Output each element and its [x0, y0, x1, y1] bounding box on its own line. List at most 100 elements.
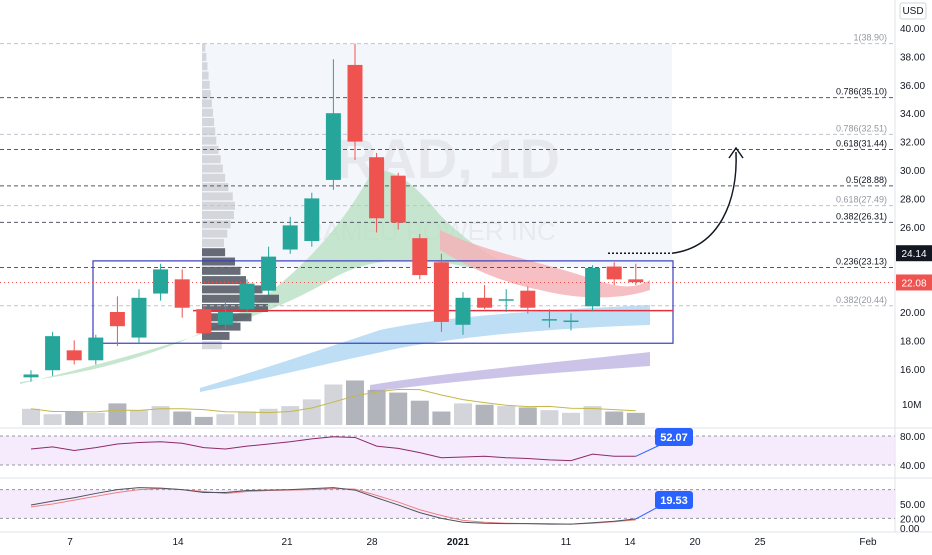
- candle-body[interactable]: [325, 113, 341, 180]
- volume-bar: [497, 406, 516, 425]
- fib-level-label: 0.382(20.44): [836, 295, 887, 305]
- fib-level-label: 0.618(31.44): [836, 139, 887, 149]
- volume-bar: [518, 407, 537, 425]
- price-tick: 32.00: [900, 138, 925, 149]
- price-label-text: 24.14: [901, 249, 926, 260]
- candle-body[interactable]: [66, 350, 82, 361]
- volume-profile-bar: [202, 155, 221, 164]
- rsi-line: [30, 436, 636, 462]
- candle-body[interactable]: [369, 157, 385, 219]
- volume-bar: [302, 399, 321, 425]
- candle-body[interactable]: [282, 225, 298, 250]
- price-tick: 28.00: [900, 194, 925, 205]
- volume-profile-bar: [202, 99, 212, 108]
- rsi-tick: 80.00: [900, 432, 925, 443]
- candle-body[interactable]: [433, 262, 449, 322]
- date-tick: 28: [366, 537, 378, 548]
- candle-body[interactable]: [455, 297, 471, 325]
- volume-bar: [540, 410, 559, 425]
- volume-profile-bar: [202, 211, 234, 220]
- volume-profile-bar: [202, 90, 211, 99]
- rsi-callout-line: [635, 444, 661, 457]
- candle-body[interactable]: [131, 297, 147, 338]
- date-tick: 20: [689, 537, 701, 548]
- target-arrow-head: [728, 146, 744, 159]
- volume-bar: [389, 392, 408, 425]
- price-tick: 18.00: [900, 336, 925, 347]
- candle-body[interactable]: [412, 238, 428, 276]
- volume-bar: [216, 414, 235, 425]
- candle-body[interactable]: [23, 374, 39, 378]
- volume-profile-bar: [202, 257, 235, 266]
- price-tick: 20.00: [900, 308, 925, 319]
- stoch-tick: 50.00: [900, 500, 925, 511]
- fib-level-label: 1(38.90): [853, 33, 887, 43]
- volume-profile-bar: [202, 285, 263, 294]
- date-tick: 14: [172, 537, 184, 548]
- fib-level-label: 0.786(35.10): [836, 87, 887, 97]
- stoch-band: [0, 489, 895, 519]
- candle-body[interactable]: [563, 320, 579, 323]
- rsi-callout-box: [655, 428, 693, 446]
- volume-profile-bar: [202, 127, 216, 136]
- fib-level-label: 0.786(32.51): [836, 123, 887, 133]
- candle-body[interactable]: [520, 290, 536, 308]
- volume-profile-bar: [202, 341, 222, 350]
- candle-body[interactable]: [347, 64, 363, 142]
- volume-bar: [605, 411, 624, 425]
- volume-bar: [454, 403, 472, 425]
- candle-body[interactable]: [109, 312, 125, 327]
- candle-body[interactable]: [217, 312, 233, 325]
- candle-body[interactable]: [606, 266, 622, 280]
- price-label-box: [896, 245, 932, 262]
- fib-level-label: 0.5(28.88): [846, 175, 887, 185]
- volume-profile-bar: [202, 173, 226, 182]
- currency-label: USD: [902, 6, 923, 17]
- volume-bar: [626, 412, 645, 425]
- volume-profile-bar: [202, 192, 233, 201]
- candle-body[interactable]: [174, 279, 190, 308]
- volume-bar: [86, 412, 105, 425]
- stoch-tick: 0.00: [900, 524, 920, 535]
- volume-profile-bar: [202, 71, 209, 80]
- volume-bar: [410, 400, 429, 425]
- candle-body[interactable]: [45, 336, 61, 371]
- candle-body[interactable]: [88, 337, 104, 361]
- volume-profile-bar: [202, 118, 215, 127]
- fib-level-label: 0.236(23.13): [836, 257, 887, 267]
- target-arrow: [671, 151, 737, 254]
- price-tick: 34.00: [900, 109, 925, 120]
- volume-axis-label: 10M: [902, 400, 921, 411]
- volume-profile-bar: [202, 276, 246, 285]
- volume-bar: [65, 411, 84, 425]
- date-tick: 21: [281, 537, 293, 548]
- candle-body[interactable]: [541, 319, 557, 321]
- currency-box[interactable]: [899, 2, 927, 20]
- stoch-k-line: [30, 487, 636, 525]
- fib-level-label: 0.618(27.49): [836, 195, 887, 205]
- candle-body[interactable]: [239, 283, 255, 310]
- price-tick: 38.00: [900, 52, 925, 63]
- candle-body[interactable]: [498, 299, 514, 301]
- volume-bar: [259, 408, 278, 425]
- volume-bar: [238, 411, 256, 425]
- volume-ma-line: [30, 388, 636, 414]
- fib-level-label: 0.382(26.31): [836, 211, 887, 221]
- volume-profile-bar: [202, 266, 241, 275]
- candle-body[interactable]: [153, 269, 169, 294]
- candle-body[interactable]: [261, 256, 277, 291]
- volume-bar: [324, 384, 343, 425]
- volume-profile-bar: [202, 238, 224, 247]
- candle-body[interactable]: [477, 297, 493, 308]
- consolidation-box: [92, 260, 674, 344]
- candle-body[interactable]: [390, 175, 406, 223]
- price-label-box: [896, 274, 932, 291]
- candle-body[interactable]: [304, 198, 320, 241]
- candle-body[interactable]: [628, 279, 644, 283]
- rsi-tick: 40.00: [900, 461, 925, 472]
- volume-profile-bar: [202, 108, 213, 117]
- candle-body[interactable]: [585, 267, 601, 307]
- candle-body[interactable]: [196, 309, 212, 334]
